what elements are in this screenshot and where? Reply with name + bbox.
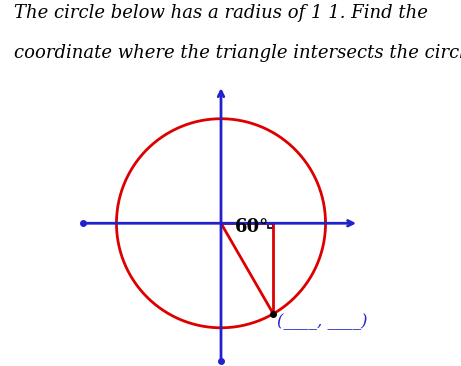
Text: coordinate where the triangle intersects the circle.: coordinate where the triangle intersects… [14, 44, 461, 62]
Text: The circle below has a radius of 1 1. Find the: The circle below has a radius of 1 1. Fi… [14, 4, 428, 22]
Text: 60°: 60° [235, 218, 270, 236]
Text: (____, ____): (____, ____) [277, 313, 367, 330]
Bar [268, 223, 273, 228]
